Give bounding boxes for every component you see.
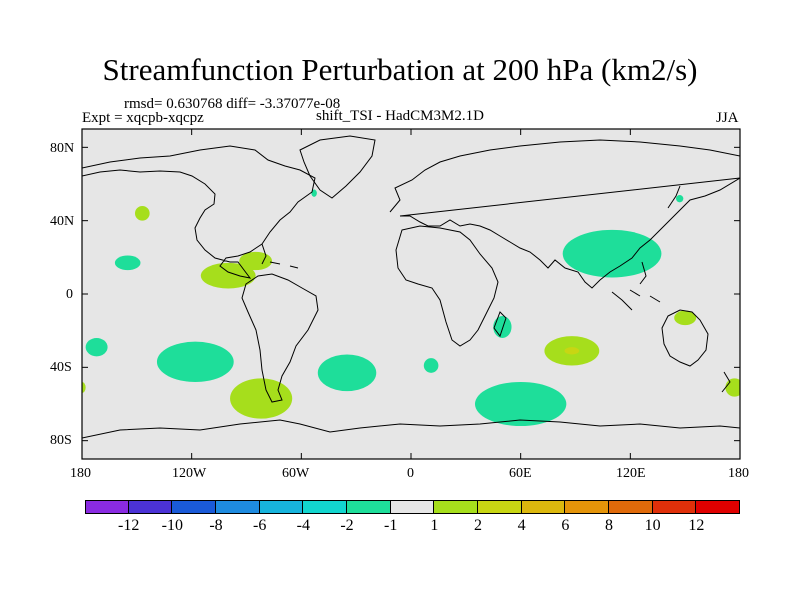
colorbar-label: -10	[161, 517, 183, 534]
colorbar-label: 4	[517, 517, 526, 534]
coast-japan	[667, 185, 681, 209]
colorbar-label: 6	[561, 517, 570, 534]
anomaly-region-7	[474, 382, 567, 426]
colorbar-box-2	[172, 500, 216, 514]
colorbar-box-8	[434, 500, 478, 514]
experiment-label: Expt = xqcpb-xqcpz	[82, 110, 204, 126]
colorbar-label: 8	[605, 517, 613, 534]
anomaly-region-17	[725, 378, 740, 397]
anomaly-region-13	[135, 206, 150, 221]
colorbar-label: -1	[383, 517, 398, 534]
colorbar-box-1	[128, 500, 173, 514]
colorbar-label: -6	[252, 517, 267, 534]
colorbar-box-0	[85, 500, 129, 514]
comparison-label: shift_TSI - HadCM3M2.1D	[316, 108, 484, 124]
coast-eurasia	[389, 139, 740, 289]
lon-tick-120e: 120E	[616, 466, 646, 481]
lon-tick-60w: 60W	[282, 466, 310, 481]
coast-south-america	[241, 273, 319, 403]
anomaly-region-2	[156, 341, 234, 383]
lat-tick-40s: 40S	[50, 360, 72, 375]
lon-tick-180w: 180	[70, 466, 91, 481]
lat-tick-40n: 40N	[50, 214, 75, 229]
anomaly-region-10	[230, 378, 293, 419]
coast-africa	[395, 225, 499, 347]
coast-caribbean	[261, 243, 299, 269]
colorbar-label: -4	[296, 517, 310, 534]
anomaly-region-15	[564, 347, 580, 355]
season-label: JJA	[716, 110, 739, 126]
colorbar-box-7	[390, 500, 435, 514]
anomaly-region-3	[317, 354, 377, 392]
lon-tick-180e: 180	[728, 466, 749, 481]
colorbar-box-3	[216, 500, 260, 514]
lon-tick-120w: 120W	[172, 466, 207, 481]
coastlines	[82, 135, 740, 439]
map-background	[82, 129, 740, 459]
axis-ticks	[81, 129, 741, 459]
coast-australia	[661, 309, 709, 367]
anomaly-region-6	[562, 229, 662, 278]
coast-madagascar	[493, 311, 507, 338]
colorbar-label: 10	[644, 517, 661, 534]
anomaly-region-4	[423, 358, 439, 373]
anomaly-region-9	[311, 189, 317, 197]
anomaly-region-12	[239, 251, 273, 271]
colorbar-box-10	[521, 500, 566, 514]
coast-antarctica	[82, 419, 740, 439]
anomaly-region-1	[85, 338, 108, 357]
colorbar-label: 2	[474, 517, 482, 534]
colorbar-label: -2	[340, 517, 354, 534]
lat-tick-0: 0	[66, 287, 73, 302]
colorbar-box-9	[478, 500, 522, 514]
colorbar-box-14	[696, 500, 740, 514]
colorbar-box-12	[609, 500, 653, 514]
coast-new-zealand	[721, 371, 731, 393]
lat-tick-80n: 80N	[50, 141, 75, 156]
plot-title: Streamfunction Perturbation at 200 hPa (…	[102, 52, 698, 87]
anomaly-region-18	[82, 382, 86, 393]
lat-tick-80s: 80S	[50, 433, 72, 448]
coast-maritime-continent	[611, 261, 661, 311]
colorbar-box-5	[303, 500, 347, 514]
anomaly-region-16	[674, 310, 697, 326]
coast-greenland	[299, 135, 376, 199]
colorbar-label: -12	[117, 517, 140, 534]
anomaly-region-8	[676, 195, 684, 203]
coast-north-america	[82, 145, 316, 279]
colorbar-box-13	[652, 500, 697, 514]
anomaly-region-11	[200, 262, 256, 289]
anomaly-layer	[82, 189, 740, 426]
colorbar-label: -8	[209, 517, 223, 534]
colorbar-label: 12	[688, 517, 705, 534]
colorbar-box-4	[259, 500, 304, 514]
rmsd-label: rmsd= 0.630768 diff= -3.37077e-08	[124, 96, 341, 112]
colorbar-box-11	[565, 500, 609, 514]
anomaly-region-0	[114, 255, 141, 271]
colorbar-box-6	[347, 500, 391, 514]
anomaly-region-5	[493, 316, 512, 338]
colorbar-label: 1	[430, 517, 439, 534]
lon-tick-0: 0	[407, 466, 414, 481]
lon-tick-60e: 60E	[509, 466, 532, 481]
